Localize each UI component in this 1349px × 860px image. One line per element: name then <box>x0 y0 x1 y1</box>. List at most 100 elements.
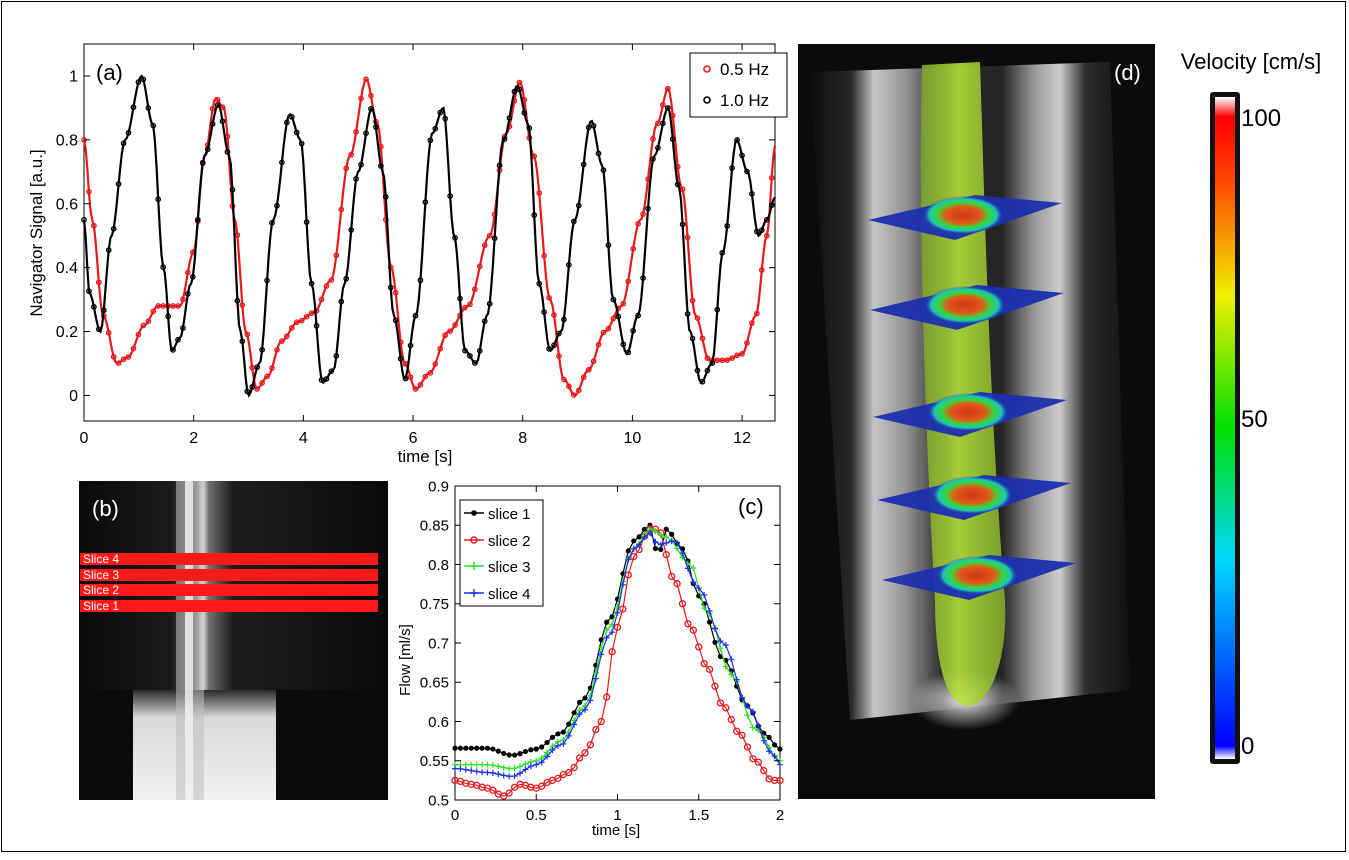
data-point <box>571 721 578 728</box>
data-point <box>486 232 493 239</box>
data-point <box>486 300 493 307</box>
data-point <box>447 193 453 199</box>
data-point <box>758 267 765 273</box>
data-point <box>631 538 637 544</box>
data-point <box>491 235 498 242</box>
data-point <box>705 665 714 674</box>
colorbar-title: Velocity [cm/s] <box>1181 49 1322 74</box>
data-point <box>565 732 572 739</box>
data-point <box>650 136 656 142</box>
data-point <box>655 144 661 151</box>
data-point <box>417 277 424 284</box>
data-point <box>505 789 513 797</box>
data-point <box>674 181 681 188</box>
data-point <box>556 353 562 359</box>
data-point <box>635 312 641 319</box>
data-point <box>533 761 540 768</box>
data-point <box>722 663 729 670</box>
panel-d-velocity-planes <box>868 195 1076 600</box>
data-point <box>539 744 545 750</box>
data-point <box>442 115 449 122</box>
data-point <box>738 731 746 739</box>
legend-marker-slice-4 <box>470 589 478 597</box>
data-point <box>620 300 627 307</box>
panel-c-legend: slice 1 slice 2 slice 3 slice 4 <box>459 499 544 607</box>
data-point <box>269 219 275 226</box>
data-point <box>668 538 675 545</box>
data-point <box>338 298 345 305</box>
data-point <box>476 263 483 270</box>
slice-band-1-label: Slice 1 <box>83 599 119 613</box>
data-point <box>427 370 434 376</box>
data-point <box>582 706 588 713</box>
velocity-profile <box>925 286 1005 324</box>
data-point <box>585 124 592 131</box>
data-point <box>763 232 770 239</box>
data-point <box>318 377 325 383</box>
data-point <box>528 747 534 753</box>
panel-c-series-group <box>451 522 784 800</box>
legend-label-slice-2: slice 2 <box>488 533 531 550</box>
data-point <box>699 335 706 342</box>
data-point <box>575 387 582 394</box>
data-point <box>468 745 474 751</box>
data-point <box>592 675 599 682</box>
ytick-label: 0.4 <box>56 260 78 277</box>
data-point <box>554 742 561 749</box>
data-point <box>700 659 708 668</box>
data-point <box>229 187 236 193</box>
data-point <box>758 227 765 234</box>
data-point <box>538 759 545 766</box>
data-point <box>641 526 648 532</box>
data-point <box>610 315 617 322</box>
ytick-label: 0.2 <box>56 324 78 341</box>
xtick-label: 0 <box>451 807 459 824</box>
ytick-label: 0.5 <box>428 792 449 809</box>
data-point <box>353 175 359 182</box>
data-point <box>437 109 444 116</box>
data-point <box>636 534 642 540</box>
data-point <box>417 381 424 388</box>
data-point <box>500 764 507 771</box>
data-point <box>516 86 523 93</box>
velocity-profile <box>932 476 1012 514</box>
data-point <box>333 252 340 259</box>
legend-label-slice-3: slice 3 <box>488 559 531 576</box>
legend-marker-slice-2 <box>470 536 478 544</box>
panel-d-3d-render: (d) <box>798 44 1155 799</box>
data-point <box>669 531 675 537</box>
data-point <box>298 140 305 147</box>
data-point <box>91 303 97 310</box>
data-point <box>541 309 547 315</box>
data-point <box>640 211 646 217</box>
data-point <box>695 585 702 592</box>
slice-band-3-label: Slice 3 <box>83 568 119 582</box>
data-point <box>712 639 718 646</box>
data-point <box>495 748 501 754</box>
data-point <box>204 146 211 153</box>
panel-c-flow-plot: 0 0.5 1 1.5 20.50.550.60.650.70.750.80.850.9… <box>397 478 784 839</box>
data-point <box>704 367 711 374</box>
data-point <box>214 102 221 109</box>
data-point <box>660 120 666 127</box>
slice-band-2-label: Slice 2 <box>83 583 119 597</box>
data-point <box>630 327 637 334</box>
xtick-label: 2 <box>776 807 784 824</box>
data-point <box>313 322 320 329</box>
data-point <box>462 347 468 354</box>
data-point <box>511 765 518 772</box>
data-point <box>120 140 127 147</box>
velocity-profile <box>928 393 1008 431</box>
data-point <box>663 526 669 532</box>
data-point <box>333 353 340 359</box>
data-point <box>368 92 374 99</box>
data-point <box>744 168 750 175</box>
data-point <box>392 317 399 324</box>
data-point <box>298 317 305 324</box>
data-point <box>645 205 651 212</box>
data-point <box>402 375 409 382</box>
data-point <box>175 303 181 309</box>
data-point <box>744 712 751 719</box>
data-point <box>733 676 740 683</box>
data-point <box>614 609 621 616</box>
